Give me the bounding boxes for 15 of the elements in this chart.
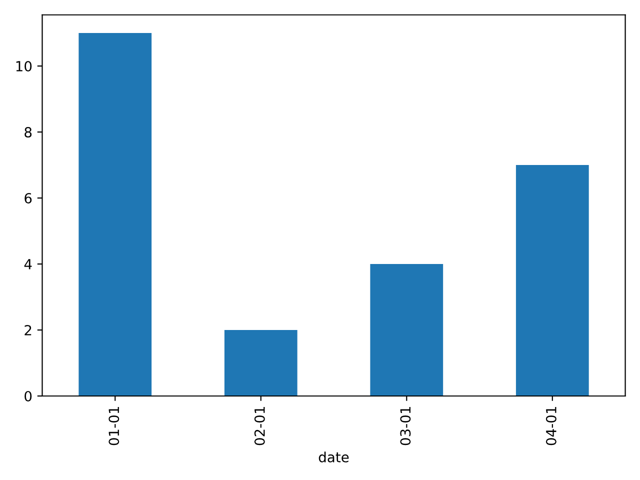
x-tick-label: 01-01 — [108, 407, 120, 446]
x-tick-label: 03-01 — [400, 407, 411, 446]
y-tick-label: 6 — [24, 192, 32, 204]
y-tick-label: 4 — [24, 259, 32, 270]
y-tick-label: 0 — [24, 390, 32, 402]
bar — [78, 33, 152, 396]
bar — [370, 264, 444, 396]
x-tick-label: 04-01 — [546, 407, 556, 446]
y-tick-label: 8 — [24, 126, 32, 138]
y-tick-label: 2 — [24, 324, 32, 336]
bar — [224, 330, 298, 396]
x-axis-title: date — [318, 452, 349, 462]
y-tick-label: 10 — [16, 60, 32, 72]
bar — [516, 165, 589, 396]
x-tick-label: 02-01 — [254, 407, 265, 446]
